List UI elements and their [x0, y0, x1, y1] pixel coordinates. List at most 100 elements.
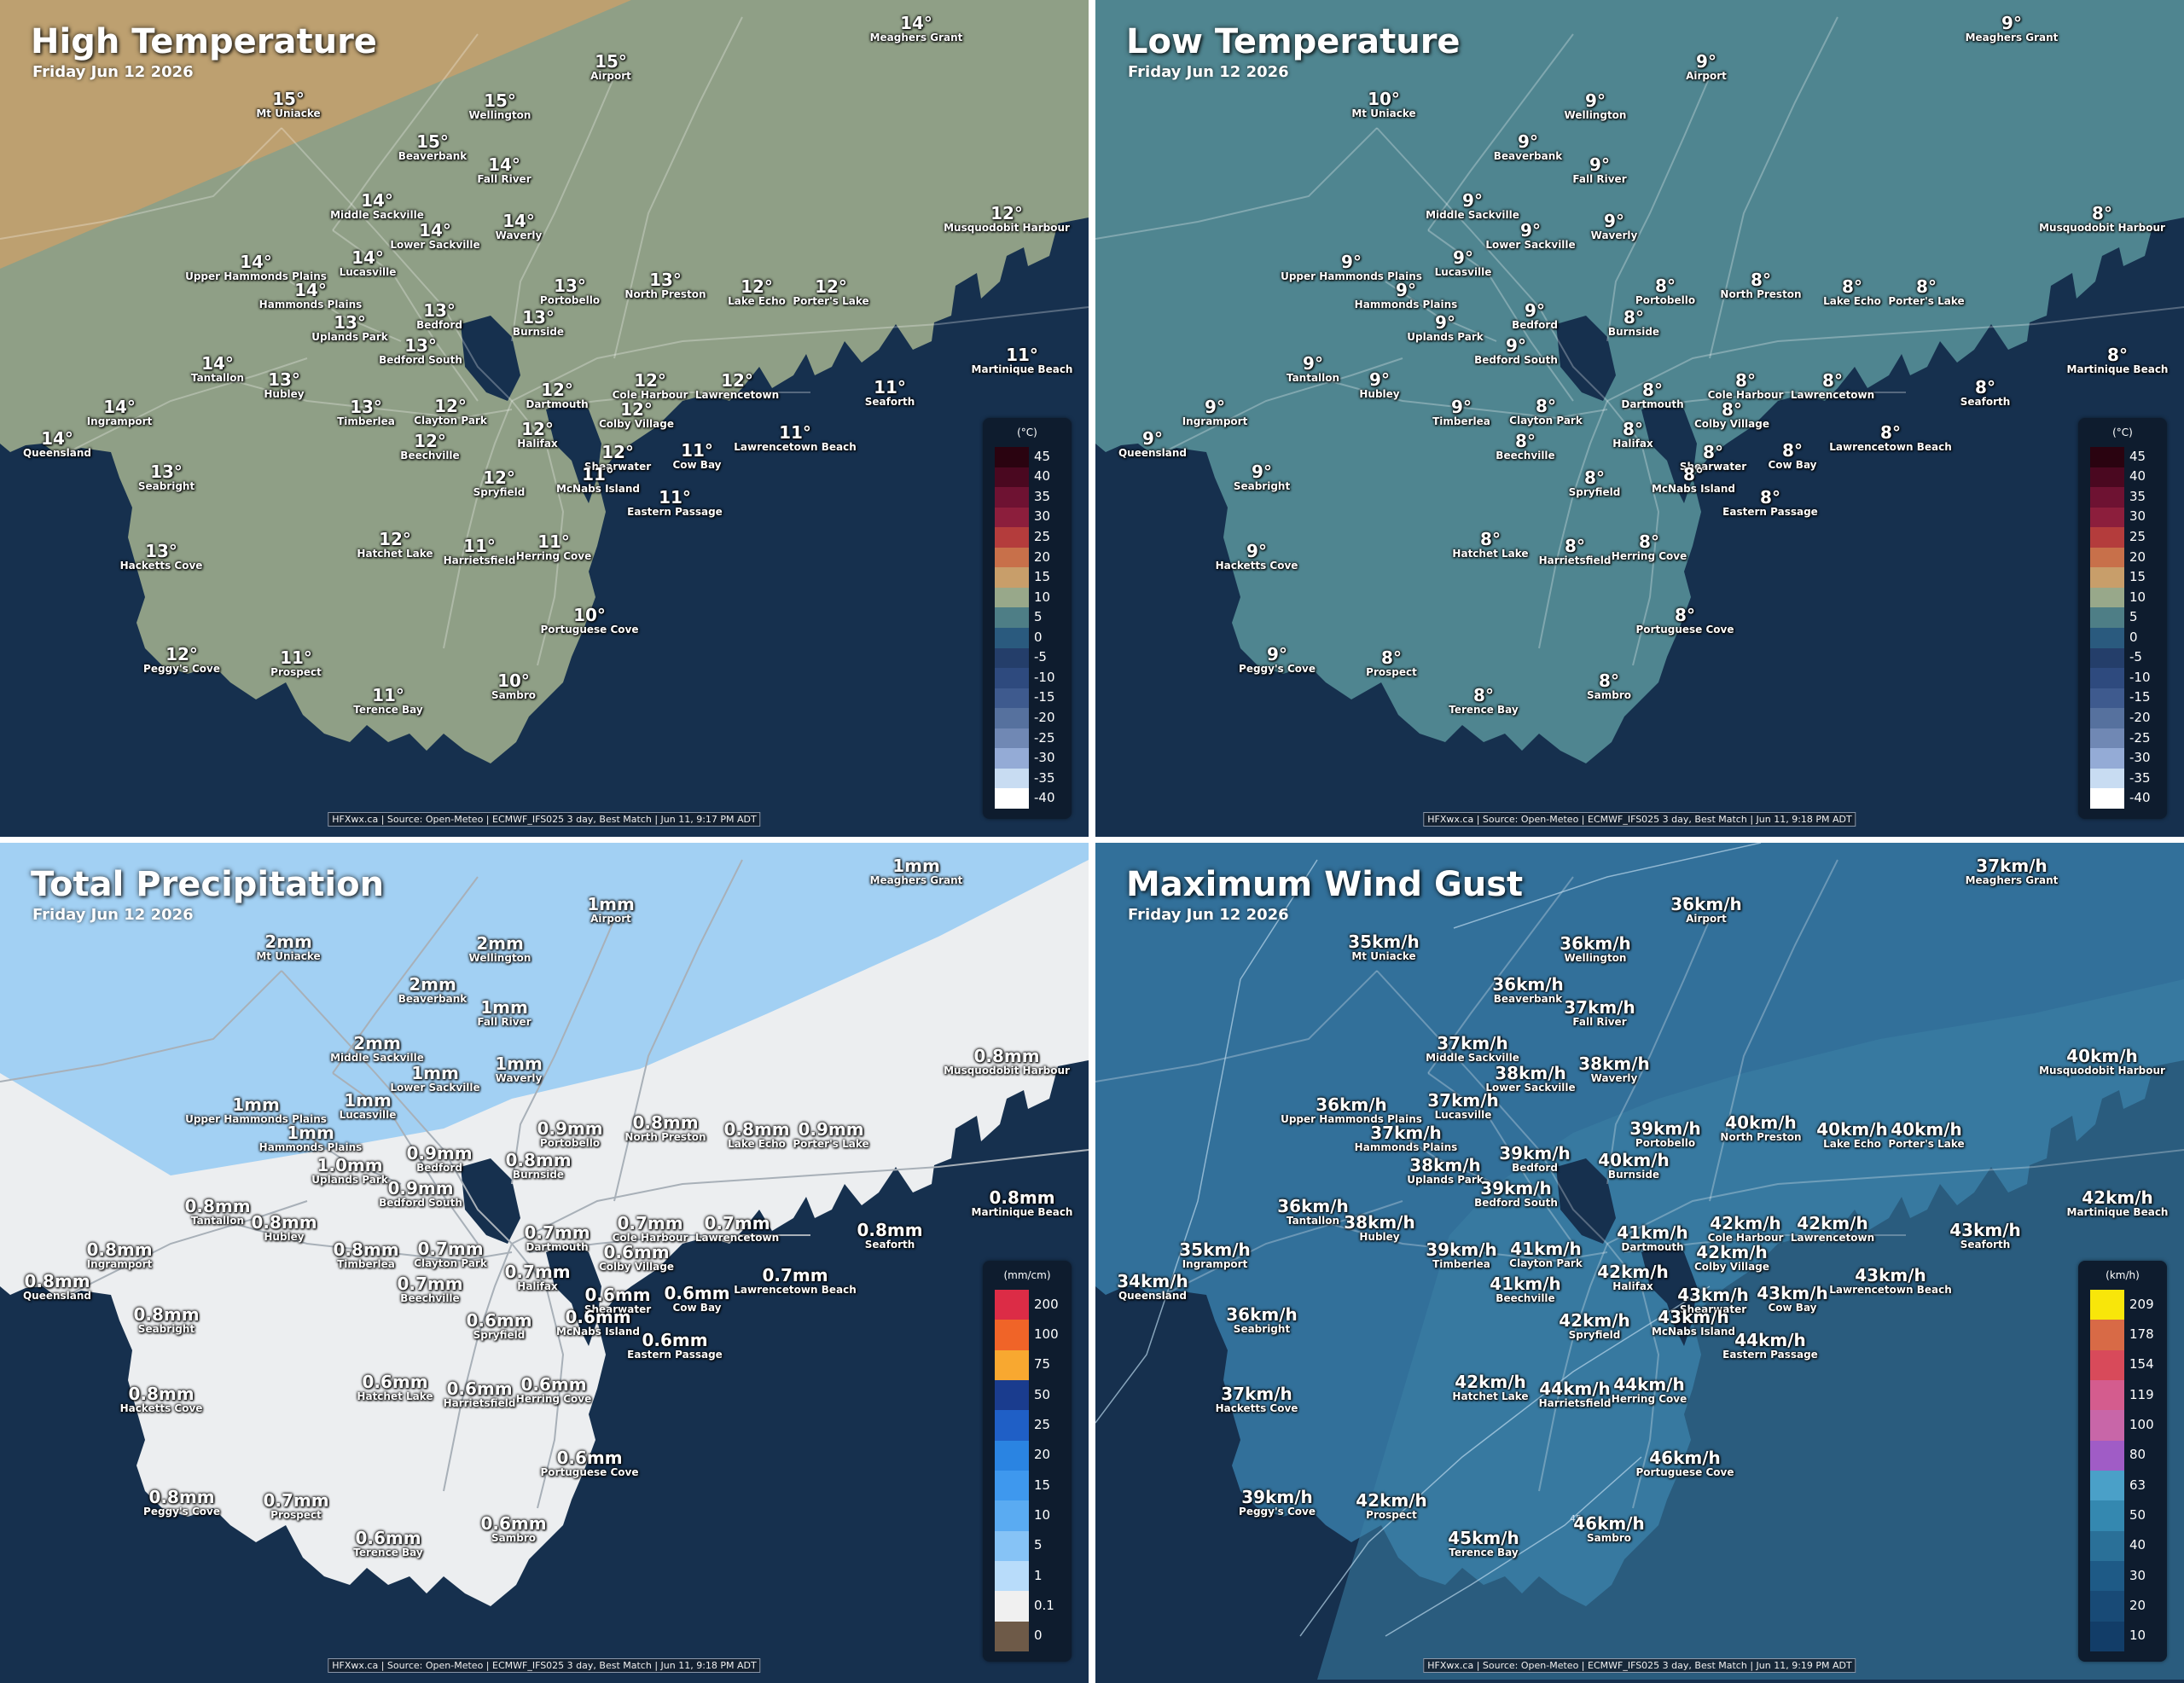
bedford-basin	[461, 316, 520, 401]
place-value: 0.7mm	[617, 1213, 683, 1233]
place-label: 10° Sambro	[491, 672, 536, 701]
place-name: Beaverbank	[398, 993, 468, 1005]
place-label: 13° Seabright	[138, 463, 195, 492]
place-label: 8° Shearwater	[1680, 444, 1746, 473]
place-name: Martinique Beach	[2066, 363, 2169, 375]
place-value: 45km/h	[1448, 1528, 1519, 1548]
place-name: Hacketts Cove	[119, 560, 203, 572]
place-value: 41km/h	[1490, 1274, 1561, 1294]
legend-label: 154	[2129, 1356, 2154, 1373]
place-label: 2mm Beaverbank	[398, 976, 467, 1005]
place-name: Spryfield	[473, 1329, 526, 1341]
place-label: 11° Terence Bay	[353, 687, 422, 716]
place-name: Cow Bay	[1768, 1302, 1817, 1314]
legend-label: 0	[1034, 629, 1043, 645]
place-name: Beechville	[1496, 450, 1555, 461]
road	[332, 876, 479, 1074]
place-name: Ingramport	[1182, 1258, 1248, 1270]
place-name: Dartmouth	[526, 398, 589, 410]
place-name: Terence Bay	[1449, 1547, 1519, 1558]
place-label: 9° Wellington	[1565, 92, 1627, 121]
place-value: 42km/h	[1559, 1310, 1630, 1331]
place-label: 9° Beaverbank	[1494, 133, 1562, 162]
road	[1376, 127, 1608, 402]
halifax-harbour	[546, 1244, 601, 1346]
place-value: 40km/h	[1816, 1119, 1888, 1140]
place-label: 14° Upper Hammonds Plains	[185, 253, 327, 282]
place-name: Seabright	[1233, 480, 1291, 492]
place-label: 9° Lower Sackville	[1485, 222, 1575, 251]
legend-swatch	[995, 527, 1029, 548]
place-value: 8°	[1735, 370, 1756, 391]
place-label: 12° Beechville	[400, 432, 459, 461]
place-name: Clayton Park	[1509, 1257, 1583, 1269]
place-label: 0.8mm Martinique Beach	[972, 1189, 1073, 1218]
place-value: 14°	[419, 220, 451, 241]
place-name: Uplands Park	[1407, 331, 1484, 343]
place-name: Mt Uniacke	[256, 950, 321, 962]
place-label: 36km/h Wellington	[1560, 935, 1631, 964]
place-value: 1mm	[587, 894, 635, 914]
road	[1709, 16, 1838, 359]
place-label: 9° Ingramport	[1182, 398, 1248, 427]
legend-label: 50	[2129, 1507, 2146, 1523]
place-name: Bedford	[1512, 319, 1558, 331]
place-value: 42km/h	[1797, 1213, 1868, 1233]
place-name: Hubley	[1359, 1231, 1400, 1243]
road	[1308, 1217, 1608, 1262]
place-name: Portobello	[1635, 1137, 1696, 1149]
road	[1709, 859, 1838, 1202]
place-name: Seabright	[1233, 1323, 1291, 1335]
place-name: Upper Hammonds Plains	[1281, 270, 1422, 282]
legend-label: 178	[2129, 1326, 2154, 1342]
legend-swatch	[2090, 668, 2124, 689]
place-name: Lawrencetown	[694, 389, 780, 401]
place-value: 35km/h	[1179, 1239, 1251, 1260]
place-name: Lucasville	[1434, 1109, 1492, 1121]
place-name: Seaforth	[1960, 396, 2011, 408]
panel-date: Friday Jun 12 2026	[1128, 906, 1289, 924]
road	[1606, 919, 1711, 1185]
legend-label: 50	[1034, 1386, 1051, 1402]
isotach-line	[1453, 843, 1762, 929]
legend-swatch	[995, 1349, 1029, 1381]
place-value: 13°	[334, 312, 366, 333]
legend-swatch	[995, 708, 1029, 729]
legend-label: 5	[2129, 609, 2138, 625]
place-label: 42km/h Prospect	[1356, 1492, 1427, 1521]
legend-swatch	[2090, 748, 2124, 769]
place-label: 2mm Middle Sackville	[330, 1035, 424, 1064]
place-value: 12°	[601, 442, 634, 462]
place-name: Timberlea	[1432, 1258, 1490, 1270]
place-label: 42km/h Hatchet Lake	[1452, 1373, 1528, 1402]
place-label: 1mm Lower Sackville	[390, 1065, 479, 1094]
place-value: 15°	[416, 131, 449, 152]
road	[1606, 76, 1711, 342]
place-value: 9°	[1506, 335, 1526, 356]
place-label: 39km/h Timberlea	[1426, 1241, 1497, 1270]
place-label: 0.9mm Portobello	[537, 1120, 602, 1149]
place-label: 8° Harrietsfield	[1539, 537, 1612, 566]
legend-swatch	[2090, 1530, 2124, 1562]
place-label: 0.8mm Ingramport	[86, 1241, 152, 1270]
place-label: 0.8mm Seaforth	[857, 1222, 922, 1251]
place-value: 0.8mm	[973, 1046, 1040, 1066]
road	[1376, 970, 1608, 1245]
road	[1538, 400, 1608, 649]
legend-label: 119	[2129, 1386, 2154, 1402]
legend-swatch	[995, 1500, 1029, 1532]
place-value: 41km/h	[1510, 1239, 1582, 1259]
place-name: Hatchet Lake	[1452, 1390, 1529, 1402]
place-label: 8° Clayton Park	[1509, 398, 1583, 427]
place-value: 11°	[1006, 345, 1038, 365]
place-name: Burnside	[512, 326, 565, 338]
place-name: Peggy's Cove	[1239, 1506, 1316, 1518]
place-name: Lower Sackville	[390, 1082, 480, 1094]
place-name: Hatchet Lake	[1452, 548, 1529, 560]
place-value: 41km/h	[1617, 1222, 1688, 1243]
place-value: 0.8mm	[989, 1187, 1055, 1208]
land-mass	[1095, 0, 2184, 763]
road	[212, 374, 513, 420]
place-label: 0.6mm Sambro	[480, 1515, 546, 1544]
place-name: Airport	[590, 70, 631, 82]
